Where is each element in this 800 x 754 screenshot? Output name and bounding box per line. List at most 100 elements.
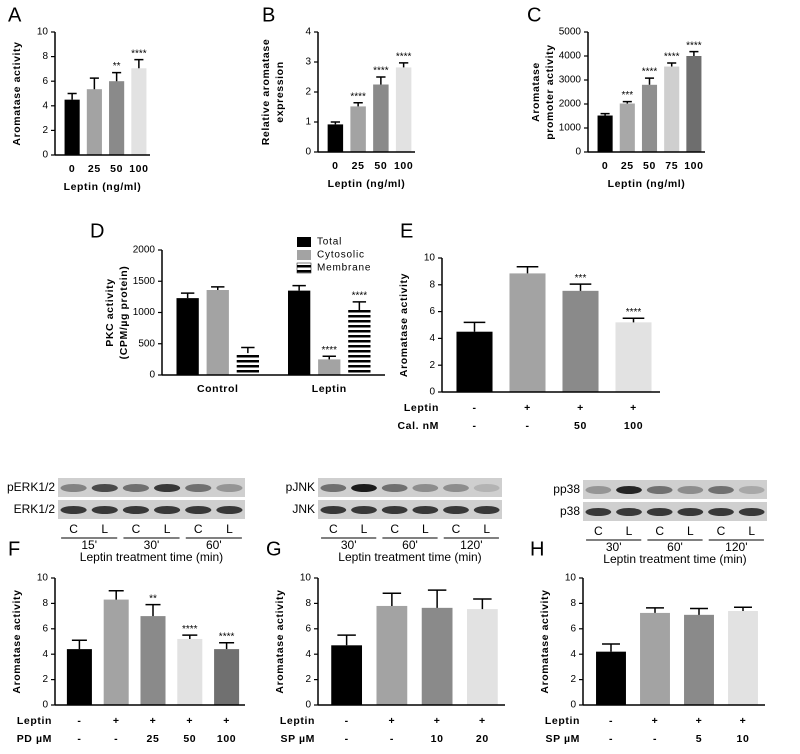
error-bar <box>241 346 255 354</box>
y-tick-label: 6 <box>42 623 48 634</box>
error-bar <box>382 592 402 606</box>
y-tick-label: 10 <box>424 253 436 264</box>
treatment-label: - <box>653 733 657 745</box>
y-tick-label: 0 <box>305 700 311 711</box>
legend-swatch <box>297 237 311 247</box>
panel-letter: H <box>530 538 544 560</box>
significance-label: **** <box>321 345 337 356</box>
panel-letter: G <box>266 538 282 560</box>
bar <box>466 609 498 705</box>
y-axis-label: Aromatase activity <box>11 41 23 145</box>
y-axis-label: expression <box>274 61 286 122</box>
bar <box>395 67 412 152</box>
panel-letter: A <box>8 4 22 26</box>
y-tick-label: 10 <box>565 573 577 584</box>
bar <box>664 66 680 152</box>
bar <box>86 89 102 155</box>
legend-label: Membrane <box>317 263 371 274</box>
y-tick-label: 3 <box>305 57 311 68</box>
error-bar <box>646 607 664 613</box>
error-bar <box>473 598 492 610</box>
blot-band <box>646 508 673 516</box>
blot-band <box>473 484 500 492</box>
y-tick-label: 500 <box>138 338 155 349</box>
y-tick-label: 10 <box>300 573 312 584</box>
treatment-label: + <box>577 402 584 414</box>
blot-band <box>443 506 469 514</box>
bar <box>287 290 311 375</box>
y-tick-label: 10 <box>37 27 49 38</box>
treatment-name: SP µM <box>545 733 580 745</box>
blot-band <box>185 484 212 492</box>
y-axis-label: Aromatase activity <box>398 273 410 377</box>
treatment-label: - <box>345 715 349 727</box>
blot-caption: Leptin treatment time (min) <box>603 552 746 566</box>
blot-strip <box>583 480 767 499</box>
treatment-label: - <box>609 733 613 745</box>
y-tick-label: 0 <box>429 387 435 398</box>
error-bar <box>376 76 386 85</box>
y-tick-label: 0 <box>42 150 48 161</box>
bar <box>214 649 240 705</box>
error-bar <box>667 62 677 67</box>
y-tick-label: 6 <box>570 623 576 634</box>
blot-band <box>320 484 347 492</box>
bar <box>177 638 203 705</box>
x-tick-label: 100 <box>394 160 413 172</box>
blot-row-label: pp38 <box>553 482 580 496</box>
y-axis-label: Aromatase activity <box>539 589 551 693</box>
blot-band <box>153 484 181 492</box>
lane-label: C <box>69 522 78 536</box>
legend-label: Total <box>317 237 342 248</box>
treatment-label: - <box>472 420 476 432</box>
bar <box>348 310 371 375</box>
blot-row-label: JNK <box>292 502 315 516</box>
lane-label: C <box>717 524 726 538</box>
blot-band <box>412 506 439 514</box>
treatment-label: - <box>77 715 81 727</box>
error-bar <box>337 634 356 646</box>
y-tick-label: 0 <box>42 700 48 711</box>
panel-letter: D <box>90 220 104 242</box>
lane-label: C <box>655 524 664 538</box>
y-tick-label: 1500 <box>133 276 156 287</box>
treatment-label: - <box>390 733 394 745</box>
treatment-label: + <box>434 715 441 727</box>
panel-letter: F <box>8 538 20 560</box>
blot-strip <box>583 502 767 521</box>
lane-label: C <box>329 522 338 536</box>
bar <box>562 290 599 392</box>
error-bar <box>352 301 367 310</box>
y-tick-label: 8 <box>305 598 311 609</box>
bar <box>103 599 129 705</box>
lane-label: C <box>390 522 399 536</box>
blot-band <box>646 486 673 494</box>
x-tick-label: 50 <box>643 160 656 172</box>
time-label: 30' <box>341 538 357 552</box>
bar <box>176 298 199 375</box>
y-tick-label: 4 <box>42 100 48 111</box>
lane-label: C <box>594 524 603 538</box>
y-tick-label: 8 <box>429 279 435 290</box>
treatment-label: + <box>630 402 637 414</box>
lane-label: L <box>422 522 429 536</box>
blot-band <box>677 486 704 494</box>
legend-swatch <box>296 262 312 274</box>
treatment-label: + <box>186 715 193 727</box>
significance-label: **** <box>350 91 366 102</box>
treatment-name: Leptin <box>404 402 439 414</box>
error-bar <box>622 100 632 104</box>
bar <box>66 649 92 705</box>
error-bar <box>689 50 699 56</box>
treatment-label: - <box>472 402 476 414</box>
lane-label: L <box>101 522 108 536</box>
error-bar <box>353 102 363 107</box>
treatment-label: + <box>223 715 230 727</box>
lane-label: L <box>626 524 633 538</box>
time-label: 120' <box>460 538 482 552</box>
bar <box>327 124 344 152</box>
treatment-label: + <box>150 715 157 727</box>
blot-band <box>616 508 642 516</box>
y-tick-label: 4 <box>570 649 576 660</box>
